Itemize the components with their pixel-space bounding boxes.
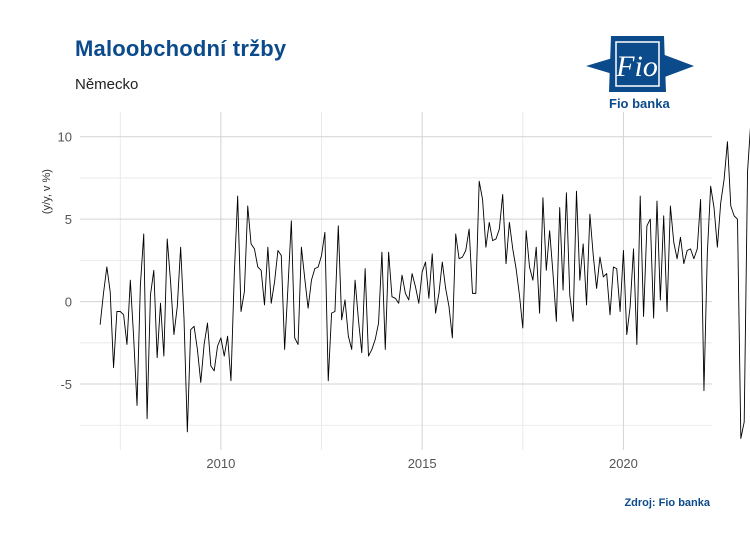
logo-shield [609, 36, 666, 92]
logo-caption: Fio banka [609, 96, 670, 111]
x-tick-label: 2010 [206, 456, 235, 471]
chart-subtitle: Německo [75, 76, 139, 93]
fio-banka-logo: Fio [586, 34, 696, 116]
y-tick-label: 0 [65, 295, 72, 310]
y-tick-label: 10 [58, 130, 72, 145]
y-tick-label: -5 [60, 377, 72, 392]
logo-right-arrow [662, 54, 694, 78]
logo-left-arrow [586, 57, 616, 75]
chart-axes: -5 0 5 10 2010 2015 2020 [58, 130, 638, 471]
x-tick-label: 2015 [408, 456, 437, 471]
y-axis-label: (y/y, v %) [41, 169, 53, 214]
chart-series [99, 127, 750, 439]
source-note: Zdroj: Fio banka [624, 497, 710, 509]
chart-grid [80, 112, 712, 450]
y-tick-label: 5 [65, 212, 72, 227]
series-line [99, 127, 750, 439]
x-tick-label: 2020 [609, 456, 638, 471]
logo-mark-text: Fio [615, 50, 658, 83]
chart-title: Maloobchodní tržby [75, 36, 287, 61]
